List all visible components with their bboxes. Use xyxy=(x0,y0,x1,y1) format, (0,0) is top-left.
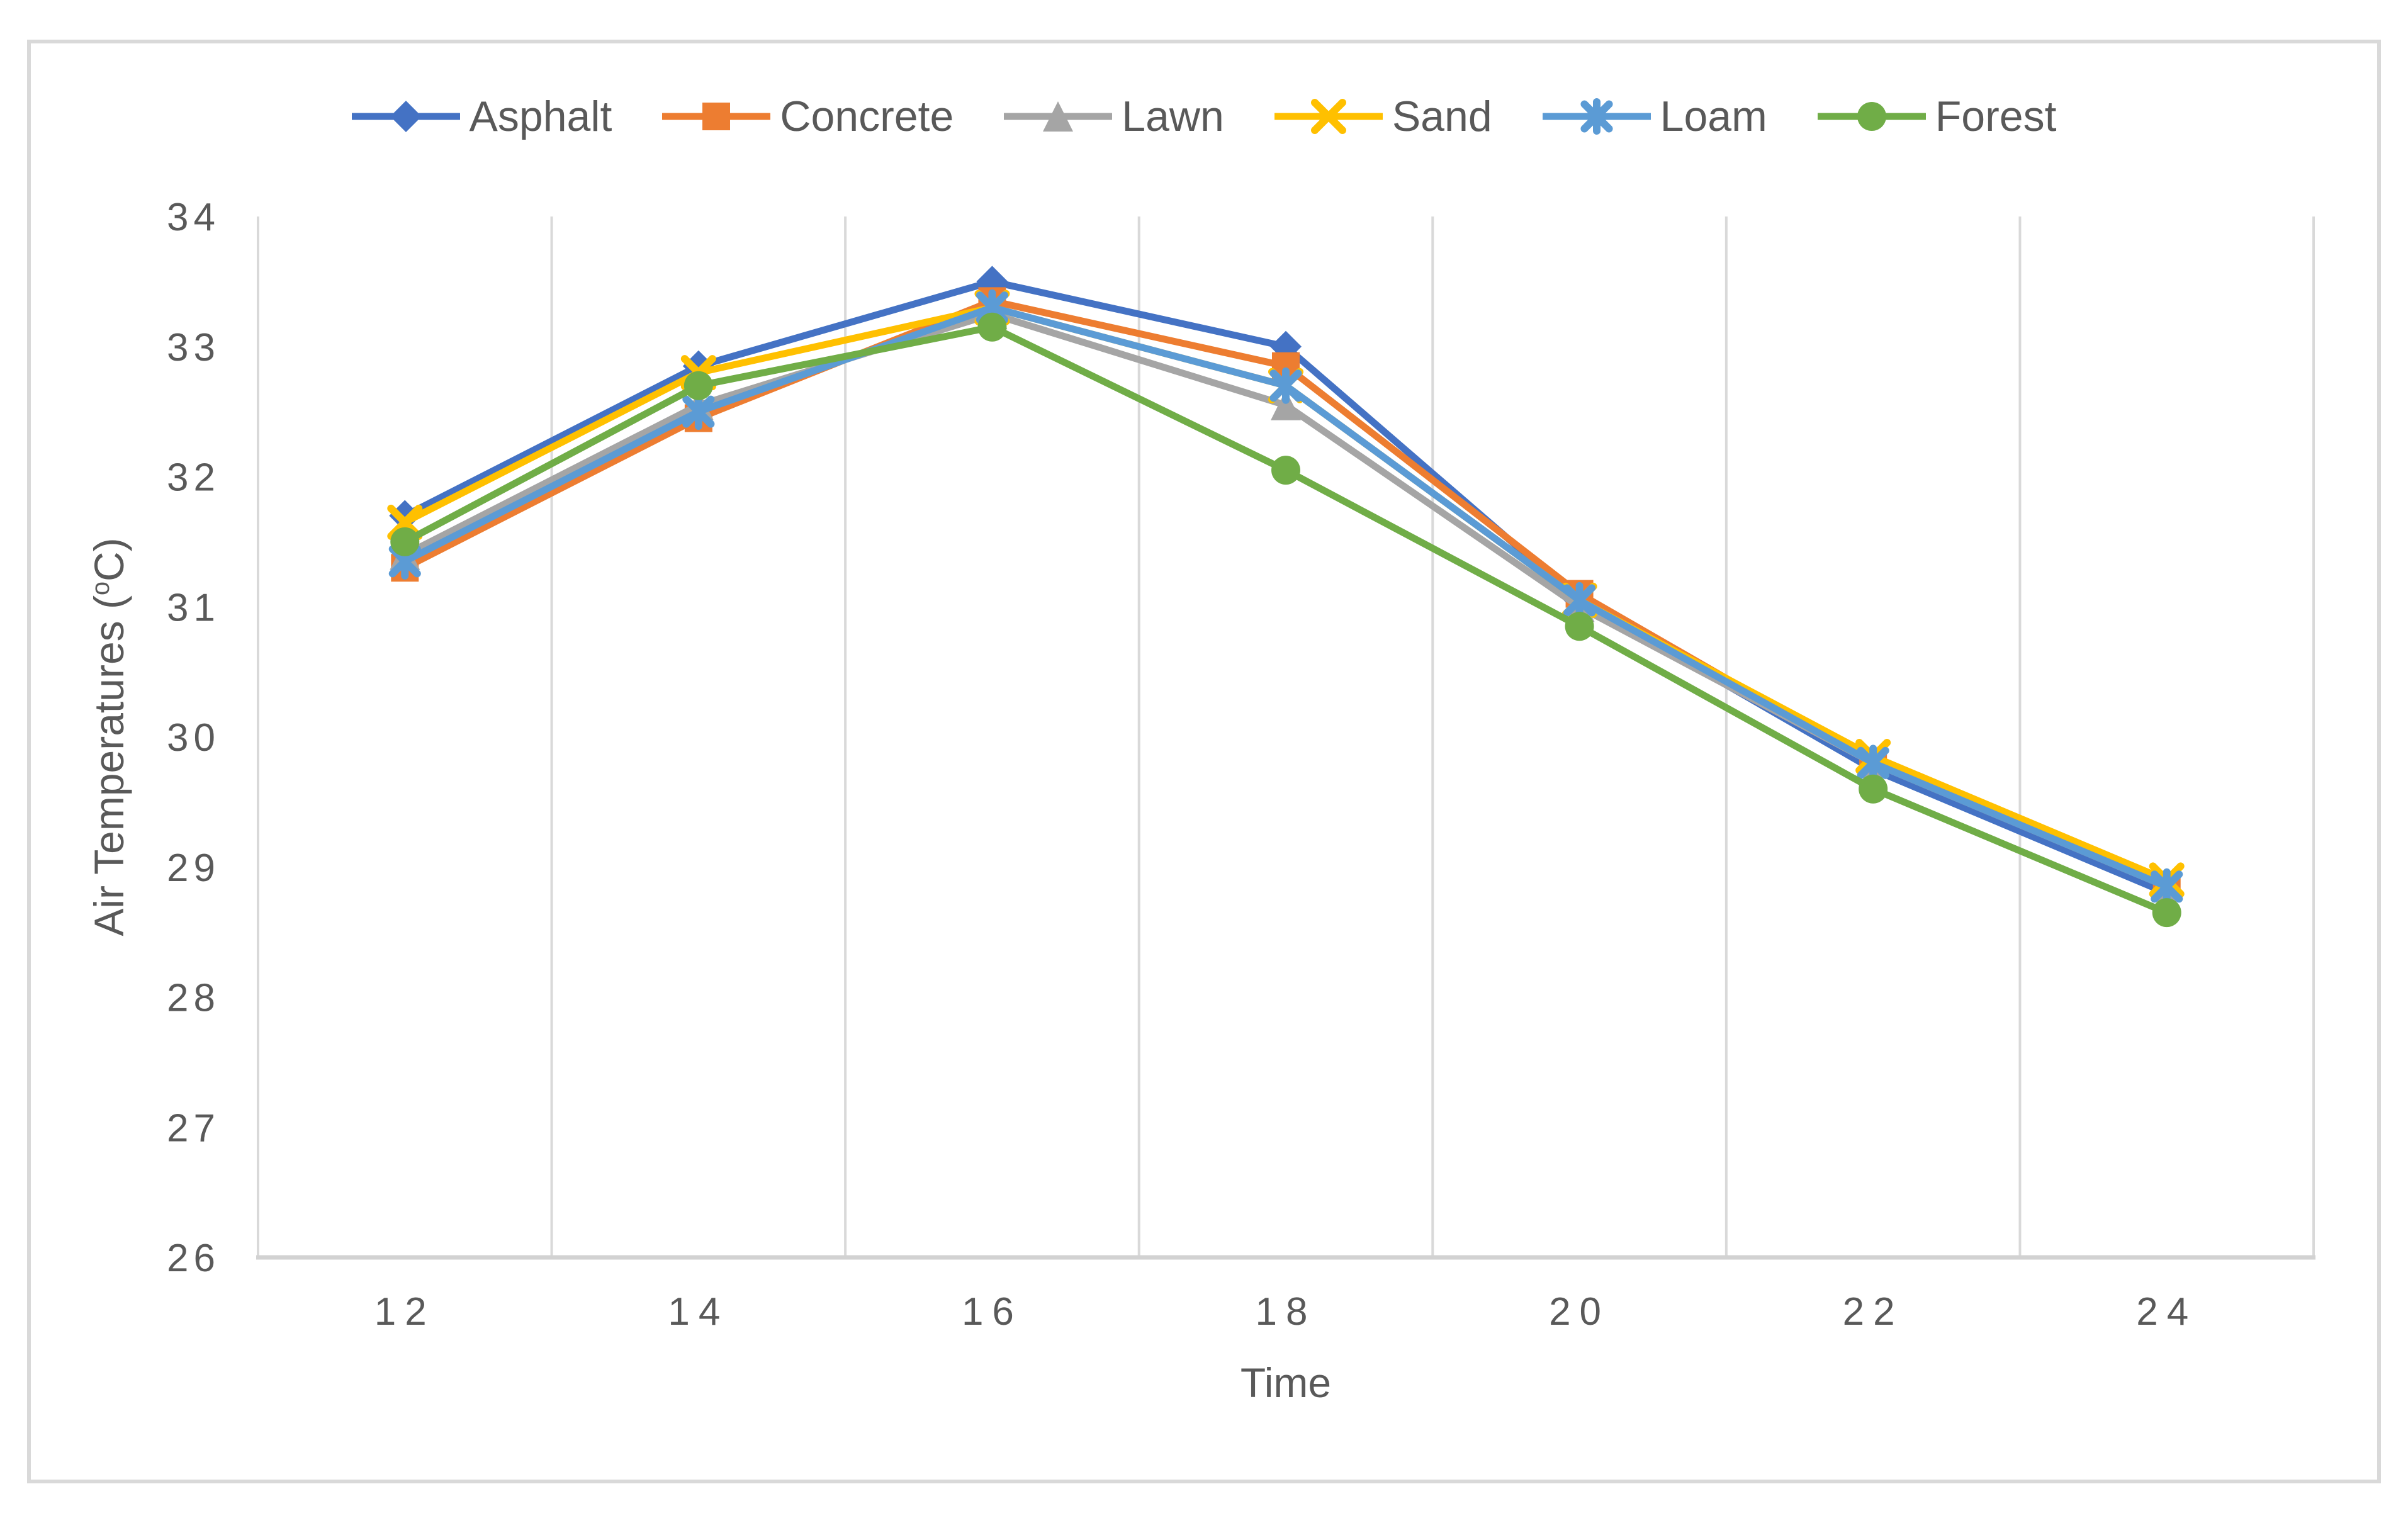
y-axis-title-text: Air Temperatures ( xyxy=(86,595,132,936)
x-tick-labels: 12 14 16 18 20 22 24 xyxy=(374,1290,2197,1334)
legend-label: Sand xyxy=(1392,93,1492,140)
marker-asphalt xyxy=(389,500,421,532)
x-tick-label: 18 xyxy=(1256,1290,1317,1334)
marker-loam xyxy=(1563,582,1596,619)
marker-forest xyxy=(390,527,420,556)
y-tick-label: 26 xyxy=(167,1237,220,1280)
y-axis-title: Air Temperatures (oC) xyxy=(74,359,132,1115)
y-axis-title-superscript: o xyxy=(87,582,115,596)
marker-loam xyxy=(2151,868,2183,905)
y-tick-label: 34 xyxy=(167,196,220,239)
legend-marker-sample xyxy=(1310,99,1346,134)
x-tick-label: 24 xyxy=(2136,1290,2197,1334)
marker-loam xyxy=(1857,745,1889,782)
legend-item-forest: Forest xyxy=(1817,93,2057,140)
marker-loam xyxy=(1269,367,1302,404)
legend-item-asphalt: Asphalt xyxy=(351,93,612,140)
legend-label: Lawn xyxy=(1122,93,1224,140)
y-tick-label: 29 xyxy=(167,846,220,890)
y-tick-label: 33 xyxy=(167,326,220,369)
x-tick-label: 22 xyxy=(1843,1290,1904,1334)
legend-label: Forest xyxy=(1935,93,2057,140)
marker-forest xyxy=(1271,456,1300,485)
legend-item-sand: Sand xyxy=(1274,95,1492,138)
x-axis-title: Time xyxy=(1240,1359,1332,1406)
legend-marker-asterisk-icon xyxy=(1542,98,1651,135)
marker-forest xyxy=(977,312,1007,342)
x-tick-label: 12 xyxy=(374,1290,436,1334)
marker-lawn xyxy=(1271,390,1301,420)
y-tick-label: 30 xyxy=(167,716,220,760)
legend-marker-diamond-icon xyxy=(351,101,460,132)
legend-item-lawn: Lawn xyxy=(1004,95,1224,138)
legend: Asphalt Concrete Lawn Sand Loam Forest xyxy=(27,94,2381,138)
marker-forest xyxy=(1859,774,1888,804)
legend-label: Concrete xyxy=(780,93,954,140)
legend-label: Loam xyxy=(1660,93,1767,140)
legend-marker-sample xyxy=(1580,98,1613,135)
x-tick-label: 16 xyxy=(962,1290,1023,1334)
legend-marker-sample xyxy=(1043,101,1074,132)
y-axis-title-suffix: C) xyxy=(86,537,132,582)
x-tick-label: 14 xyxy=(668,1290,729,1334)
legend-marker-x-icon xyxy=(1274,99,1383,134)
legend-item-loam: Loam xyxy=(1542,93,1767,140)
y-tick-label: 27 xyxy=(167,1106,220,1150)
marker-forest xyxy=(2152,898,2181,928)
series-group xyxy=(387,266,2185,928)
legend-marker-sample xyxy=(702,103,731,130)
legend-marker-sample xyxy=(390,101,422,132)
marker-forest xyxy=(1565,612,1594,641)
legend-marker-square-icon xyxy=(662,103,771,130)
gridlines xyxy=(257,216,2315,1257)
y-tick-labels: 26 27 28 29 30 31 32 33 34 xyxy=(167,196,220,1280)
y-tick-label: 32 xyxy=(167,456,220,500)
marker-loam xyxy=(682,393,715,430)
x-tick-label: 20 xyxy=(1549,1290,1610,1334)
legend-item-concrete: Concrete xyxy=(662,95,954,138)
legend-label: Asphalt xyxy=(469,93,612,140)
y-tick-label: 31 xyxy=(167,586,220,629)
legend-marker-sample xyxy=(1857,102,1886,131)
marker-forest xyxy=(684,371,713,400)
y-tick-label: 28 xyxy=(167,977,220,1020)
legend-marker-circle-icon xyxy=(1817,102,1926,131)
chart-frame xyxy=(27,40,2381,1483)
legend-marker-triangle-icon xyxy=(1004,101,1113,132)
